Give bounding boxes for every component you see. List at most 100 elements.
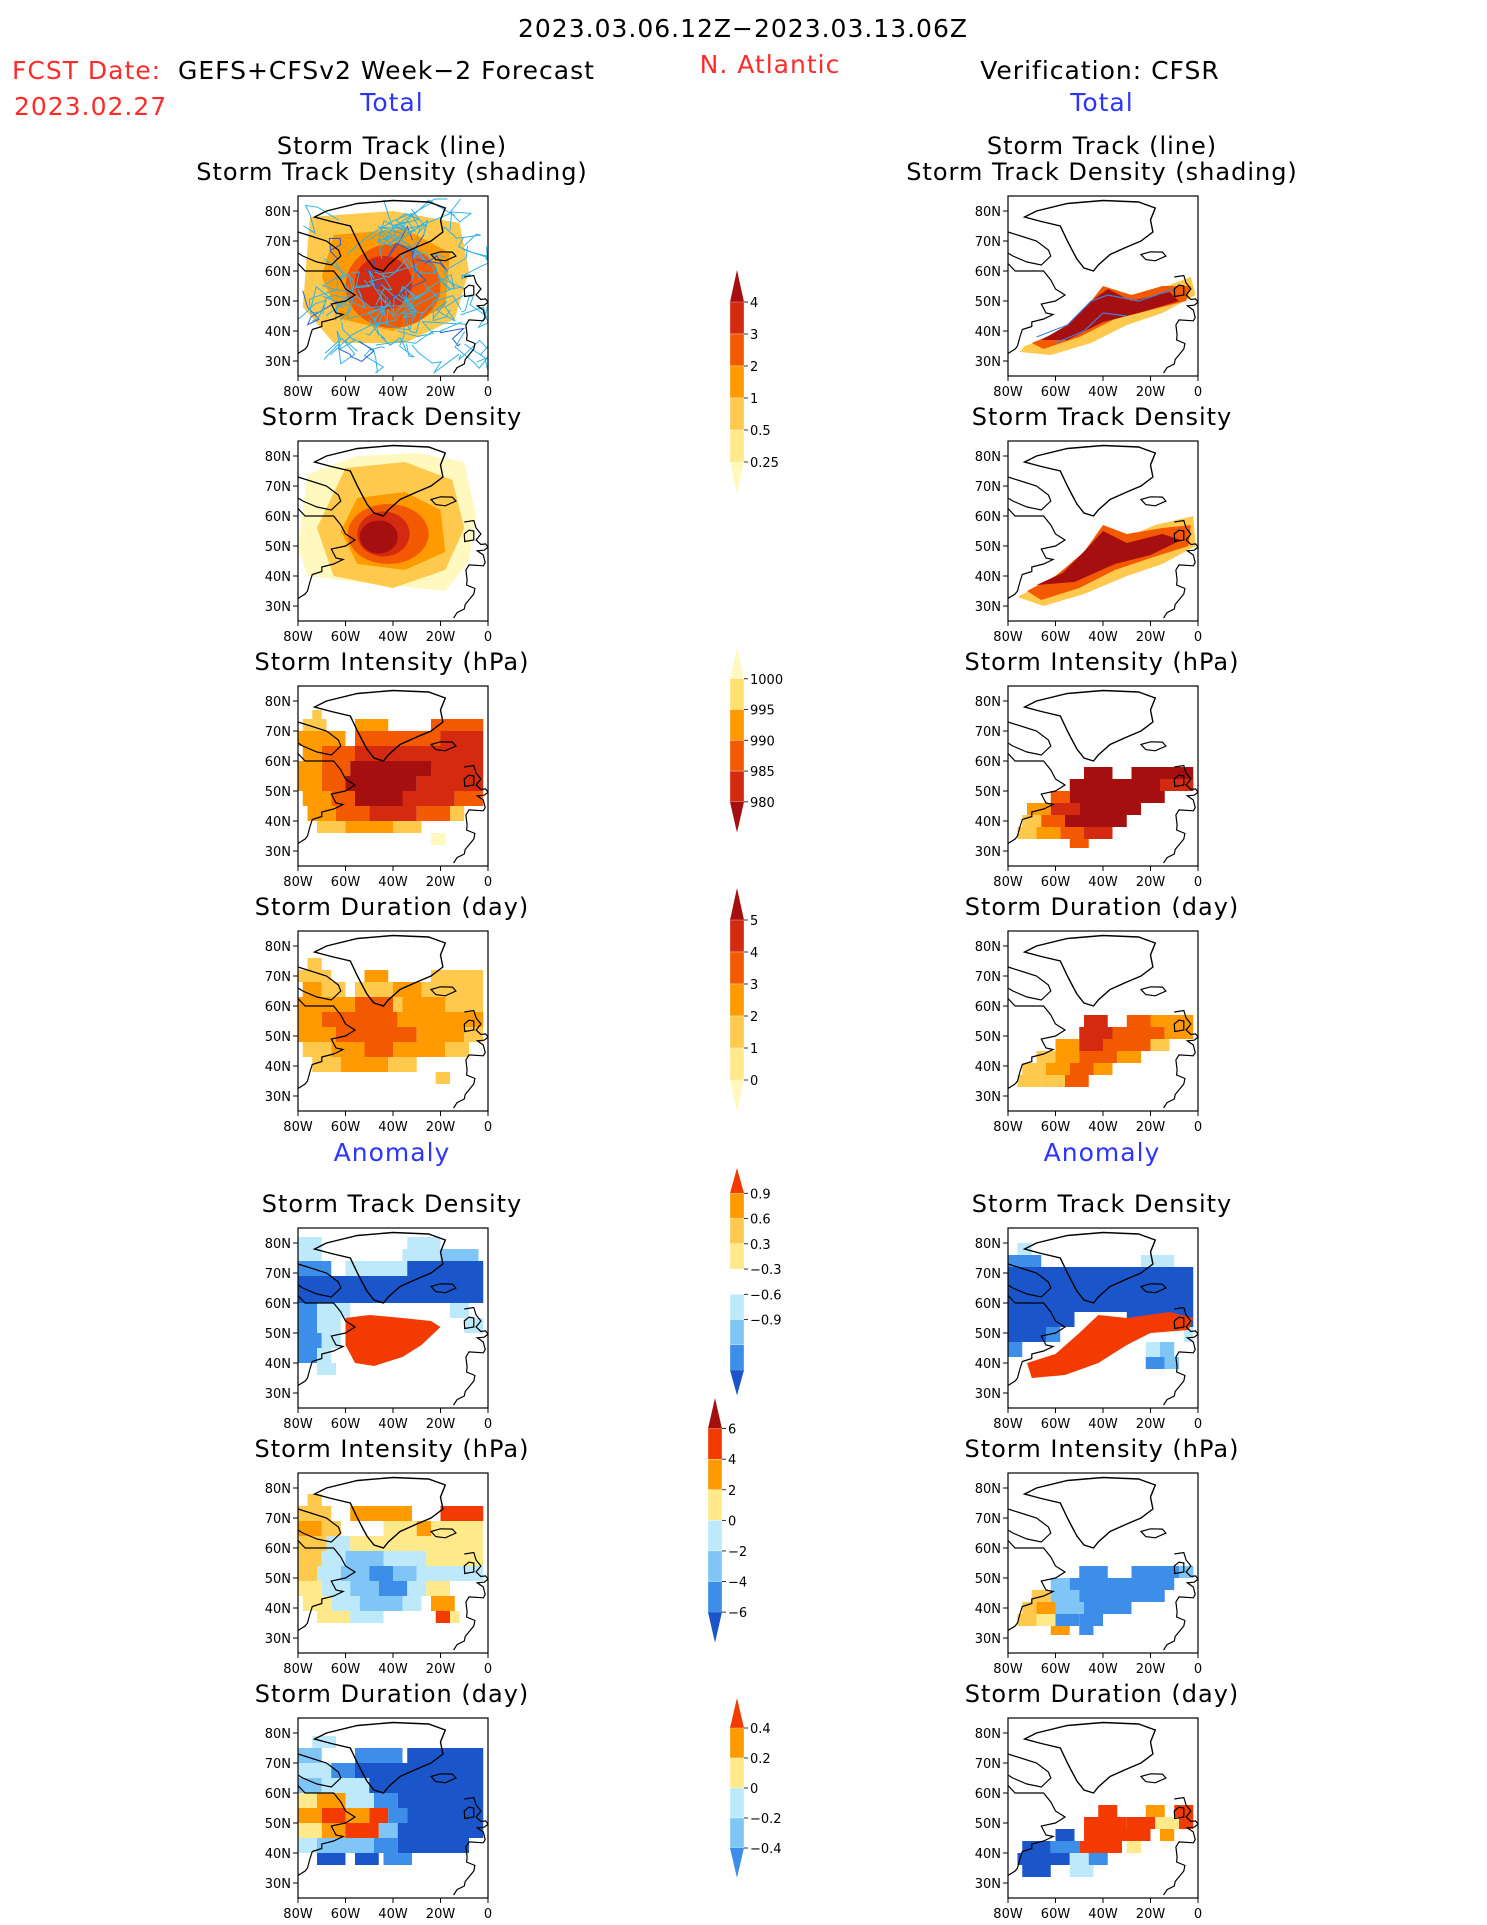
colorbar-segment	[707, 1520, 723, 1552]
grid-cell	[1008, 1297, 1194, 1312]
grid-cell	[1008, 1342, 1023, 1357]
storm-track-line	[303, 204, 340, 235]
y-tick-label: 50N	[975, 1030, 1001, 1045]
x-tick-label: 20W	[1136, 875, 1166, 890]
north-america-coast	[297, 263, 357, 355]
storm-track-line	[378, 208, 425, 260]
x-tick-label: 80W	[993, 385, 1023, 400]
colorbar-segment	[729, 678, 745, 710]
grid-cell	[1022, 1865, 1051, 1877]
y-tick-label: 60N	[265, 1000, 291, 1015]
x-tick-label: 0	[484, 1120, 492, 1135]
grid-cell	[1050, 1626, 1070, 1635]
title-left-intensity: Storm Intensity (hPa)	[254, 648, 530, 676]
y-tick-label: 70N	[975, 1512, 1001, 1527]
colorbar-label: 0.5	[750, 424, 771, 439]
grid-cell	[383, 1853, 412, 1865]
ireland-outline	[1173, 1806, 1185, 1820]
europe-coast	[1163, 1306, 1199, 1406]
ireland-outline	[1173, 1019, 1185, 1033]
grid-cell	[355, 746, 393, 761]
anomaly-duration-shading	[1017, 1805, 1194, 1877]
colorbar-segment	[729, 1294, 745, 1320]
y-tick-label: 30N	[265, 845, 291, 860]
colorbar-segment	[729, 1193, 745, 1219]
x-tick-label: 80W	[283, 1662, 313, 1677]
grid-cell	[355, 1853, 379, 1865]
grid-cell	[1079, 1039, 1103, 1051]
storm-track-line	[404, 286, 431, 307]
colorbar-segment	[729, 1787, 745, 1819]
greenland-outline	[1022, 444, 1157, 517]
grid-cell	[1008, 1327, 1046, 1342]
storm-track-line	[368, 270, 395, 312]
grid-cell	[1079, 1590, 1151, 1602]
grid-cell	[402, 1596, 422, 1611]
baffin-coast	[1007, 476, 1052, 511]
north-america-coast	[1007, 998, 1067, 1090]
y-tick-label: 70N	[975, 1267, 1001, 1282]
iceland-outline	[429, 1283, 457, 1294]
colorbar-segment	[729, 1319, 745, 1345]
grid-cell	[1017, 1853, 1046, 1865]
grid-cell	[298, 1333, 322, 1348]
colorbar-anom-intensity: 6 4 2 0 −2 −4 −6	[707, 1398, 747, 1643]
y-tick-label: 30N	[975, 1387, 1001, 1402]
x-tick-label: 40W	[378, 630, 408, 645]
y-tick-label: 70N	[265, 480, 291, 495]
grid-cell	[1079, 1027, 1113, 1039]
storm-track-line	[1036, 288, 1175, 338]
storm-track-line	[375, 321, 463, 346]
storm-track-line	[350, 271, 384, 287]
density-contour-6	[359, 520, 398, 554]
period-title: 2023.03.06.12Z−2023.03.13.06Z	[518, 14, 968, 43]
grid-cell	[1050, 791, 1070, 803]
ireland-outline	[1173, 774, 1185, 788]
iceland-outline	[1139, 251, 1167, 262]
title-right-duration: Storm Duration (day)	[964, 893, 1240, 921]
ireland-outline	[1173, 1561, 1185, 1575]
grid-cell	[1084, 1829, 1151, 1841]
grid-cell	[1160, 779, 1194, 791]
y-tick-label: 30N	[975, 600, 1001, 615]
grid-cell	[355, 1748, 403, 1763]
colorbar-arrow-top	[730, 648, 744, 679]
grid-cell	[416, 1566, 484, 1581]
y-tick-label: 80N	[265, 1237, 291, 1252]
storm-track-line	[387, 234, 427, 301]
colorbar-label: 4	[750, 296, 758, 311]
map-fcst-anom-duration: 80W 60W 40W 20W 0 80N 70N 60N 50N 40N 30N	[265, 1717, 492, 1922]
x-tick-label: 40W	[378, 1662, 408, 1677]
colorbar-segment	[729, 365, 745, 399]
title-right-anom-intensity: Storm Intensity (hPa)	[964, 1435, 1240, 1463]
x-tick-label: 0	[1194, 630, 1202, 645]
storm-track-line	[433, 293, 466, 322]
y-tick-label: 30N	[975, 845, 1001, 860]
y-tick-label: 50N	[265, 1030, 291, 1045]
north-america-coast	[297, 1785, 357, 1877]
grid-cell	[298, 776, 322, 791]
grid-cell	[1093, 1063, 1113, 1075]
colorbar-segment	[729, 1727, 745, 1759]
grid-cell	[1036, 1602, 1056, 1614]
track-density-shading	[1019, 277, 1196, 355]
grid-cell	[1008, 1267, 1194, 1282]
iceland-outline	[1139, 741, 1167, 752]
colorbar-label: 0.3	[750, 1238, 771, 1253]
grid-cell	[435, 1611, 450, 1623]
grid-cell	[1060, 827, 1084, 839]
track-density-shading	[1017, 516, 1196, 606]
grid-cell	[393, 1566, 417, 1581]
baffin-coast	[297, 476, 342, 511]
grid-cell	[450, 1611, 460, 1623]
x-tick-label: 60W	[1041, 385, 1071, 400]
grid-cell	[317, 1363, 336, 1375]
colorbar-arrow-bottom	[730, 1370, 744, 1396]
storm-track-line	[424, 245, 468, 291]
x-tick-label: 0	[1194, 1120, 1202, 1135]
grid-cell	[317, 1853, 346, 1865]
grid-cell	[331, 1042, 365, 1057]
grid-cell	[302, 1042, 332, 1057]
grid-cell	[1041, 815, 1065, 827]
grid-cell	[397, 1012, 484, 1027]
